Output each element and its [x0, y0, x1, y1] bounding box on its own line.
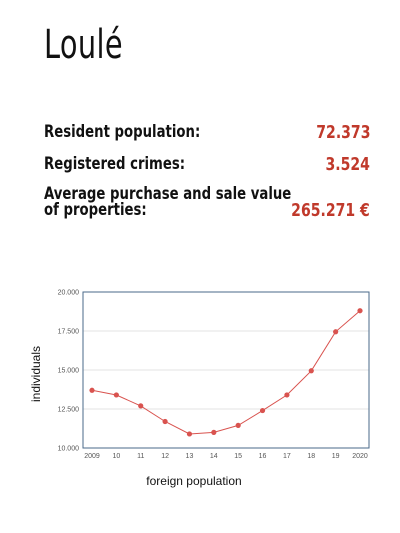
data-point	[211, 429, 217, 435]
y-tick-label: 12.500	[58, 407, 80, 414]
data-point	[89, 387, 95, 393]
x-tick-label: 10	[112, 453, 120, 460]
y-tick-labels: 10.000 12.500 15.000 17.500 20.000	[58, 290, 80, 453]
data-point	[235, 422, 241, 428]
y-tick-label: 10.000	[58, 446, 80, 453]
stat-value-registered-crimes: 3.524	[325, 154, 370, 175]
x-tick-labels: 2009 10 11 12 13 14 15 16 17 18 19 2020	[84, 453, 368, 460]
stat-label-resident-population: Resident population:	[44, 122, 201, 142]
x-tick-label: 17	[283, 453, 291, 460]
series-line	[91, 310, 361, 435]
plot-frame	[82, 291, 370, 449]
y-axis-title: individuals	[29, 346, 43, 402]
x-axis-title: foreign population	[146, 474, 241, 488]
data-point	[138, 403, 144, 409]
page-title: Loulé	[44, 22, 123, 68]
data-point	[308, 368, 314, 374]
population-line-chart: 10.000 12.500 15.000 17.500 20.000 2009 10 11 1…	[29, 290, 370, 488]
x-tick-label: 12	[161, 453, 169, 460]
data-point	[333, 329, 339, 335]
stat-value-property-value: 265.271 €	[291, 200, 370, 221]
stat-value-resident-population: 72.373	[315, 122, 370, 143]
grid-layer	[83, 330, 369, 410]
y-tick-label: 17.500	[58, 329, 80, 336]
x-tick-label: 13	[186, 453, 194, 460]
data-points	[89, 308, 363, 437]
stat-label-property-value-line1: Average purchase and sale value	[44, 184, 292, 204]
x-tick-label: 11	[137, 453, 144, 460]
y-tick-label: 15.000	[58, 368, 80, 375]
stat-label-property-value-line2: of properties:	[44, 200, 147, 220]
data-point	[186, 431, 193, 437]
x-tick-label: 2009	[84, 453, 100, 460]
x-tick-label: 14	[210, 453, 218, 460]
data-point	[259, 407, 266, 414]
x-tick-label: 16	[259, 453, 267, 460]
stat-label-registered-crimes: Registered crimes:	[44, 154, 186, 174]
x-tick-label: 18	[307, 453, 315, 460]
data-point	[357, 308, 363, 314]
y-tick-label: 20.000	[58, 290, 80, 297]
data-point	[162, 418, 168, 425]
x-tick-label: 15	[234, 453, 242, 460]
x-tick-label: 2020	[352, 453, 368, 460]
x-tick-label: 19	[332, 453, 340, 460]
data-point	[284, 392, 290, 398]
data-point	[113, 392, 119, 398]
